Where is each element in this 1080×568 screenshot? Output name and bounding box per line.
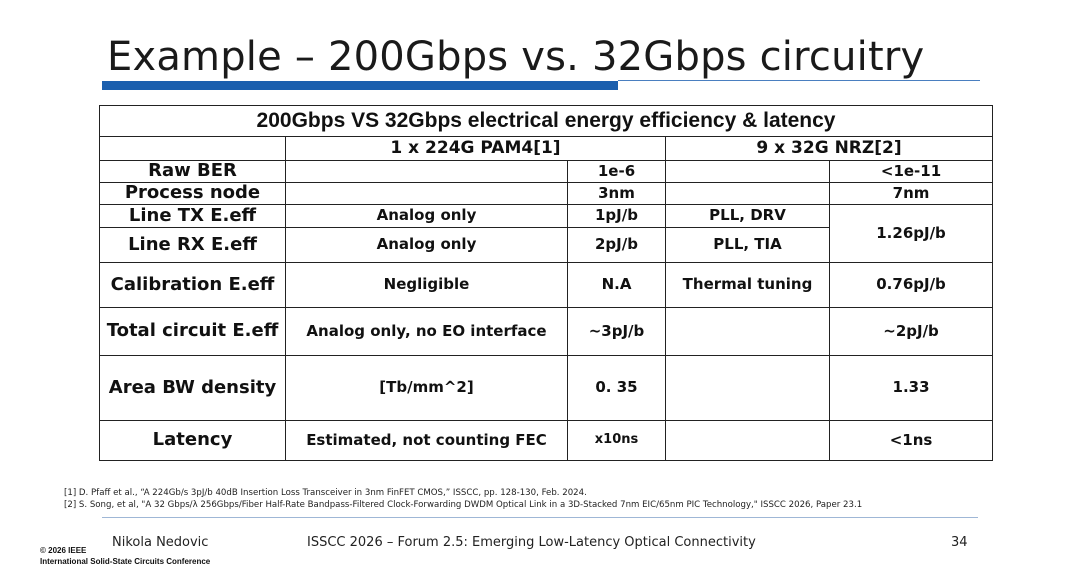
row-label-line-rx: Line RX E.eff [99, 227, 286, 263]
cell-b-desc [665, 355, 830, 421]
reference-2: [2] S. Song, et al, "A 32 Gbps/λ 256Gbps… [64, 500, 863, 510]
copyright-line: © 2026 IEEE [40, 546, 87, 555]
cell-b-value: ~2pJ/b [828, 307, 994, 356]
table-row: Area BW density [Tb/mm^2] 0. 35 1.33 [99, 355, 994, 421]
footer-divider [102, 517, 978, 518]
table-title-row: 200Gbps VS 32Gbps electrical energy effi… [98, 105, 994, 137]
cell-b-value: 7nm [828, 182, 994, 205]
cell-a-value: ~3pJ/b [567, 307, 666, 356]
copyright-block: © 2026 IEEE International Solid-State Ci… [40, 545, 210, 567]
row-label-line-tx: Line TX E.eff [99, 204, 286, 228]
row-label-latency: Latency [99, 420, 286, 461]
title-accent-bar [102, 81, 618, 90]
footer-author: Nikola Nedovic [112, 535, 209, 550]
cell-b-desc [665, 182, 830, 205]
row-label-area-bw-density: Area BW density [99, 355, 286, 421]
cell-b-value: 0.76pJ/b [828, 262, 994, 308]
comparison-table: 200Gbps VS 32Gbps electrical energy effi… [98, 105, 994, 461]
row-label-process-node: Process node [99, 182, 286, 205]
header-col-224g: 1 x 224G PAM4[1] [285, 136, 666, 161]
table-title: 200Gbps VS 32Gbps electrical energy effi… [98, 105, 994, 137]
cell-a-value: x10ns [567, 420, 666, 461]
table-row: Line RX E.eff Analog only 2pJ/b PLL, TIA [99, 227, 993, 263]
conference-name: International Solid-State Circuits Confe… [40, 557, 211, 566]
cell-a-desc: Analog only [285, 204, 568, 228]
row-label-calibration: Calibration E.eff [99, 262, 286, 308]
footer-conference: ISSCC 2026 – Forum 2.5: Emerging Low-Lat… [307, 535, 756, 550]
table-row: Calibration E.eff Negligible N.A Thermal… [99, 262, 994, 308]
cell-b-desc: PLL, DRV [665, 204, 830, 228]
cell-b-desc: Thermal tuning [665, 262, 830, 308]
cell-a-desc [285, 182, 568, 205]
cell-b-value: <1e-11 [828, 160, 994, 183]
header-col-32g: 9 x 32G NRZ[2] [664, 136, 994, 161]
cell-a-value: N.A [567, 262, 666, 308]
row-label-total-circuit: Total circuit E.eff [99, 307, 286, 356]
cell-a-value: 2pJ/b [567, 227, 666, 263]
cell-b-desc [665, 160, 830, 183]
cell-b-desc [665, 307, 830, 356]
cell-a-desc: [Tb/mm^2] [285, 355, 568, 421]
cell-a-desc: Estimated, not counting FEC [285, 420, 568, 461]
references: [1] D. Pfaff et al., “A 224Gb/s 3pJ/b 40… [64, 487, 1064, 511]
table-row: Process node 3nm 7nm [99, 182, 994, 205]
cell-a-value: 3nm [567, 182, 666, 205]
cell-b-value-line-combined: 1.26pJ/b [828, 204, 994, 263]
cell-a-desc [285, 160, 568, 183]
cell-a-value: 0. 35 [567, 355, 666, 421]
cell-a-value: 1e-6 [567, 160, 666, 183]
header-empty-cell [99, 136, 286, 161]
cell-b-desc [665, 420, 830, 461]
cell-b-value: 1.33 [828, 355, 994, 421]
cell-a-desc: Analog only, no EO interface [285, 307, 568, 356]
cell-a-desc: Analog only [285, 227, 568, 263]
table-row: Total circuit E.eff Analog only, no EO i… [99, 307, 994, 356]
row-label-raw-ber: Raw BER [99, 160, 286, 183]
table-row: Line TX E.eff Analog only 1pJ/b PLL, DRV… [99, 204, 994, 263]
table-row: Latency Estimated, not counting FEC x10n… [99, 420, 994, 461]
cell-b-value: <1ns [828, 420, 994, 461]
slide-title: Example – 200Gbps vs. 32Gbps circuitry [107, 34, 925, 80]
cell-a-value: 1pJ/b [567, 204, 666, 228]
table-row: Raw BER 1e-6 <1e-11 [99, 160, 994, 183]
page-number: 34 [951, 535, 968, 550]
table-header-row: 1 x 224G PAM4[1] 9 x 32G NRZ[2] [99, 136, 994, 161]
title-underline [618, 80, 980, 81]
cell-a-desc: Negligible [285, 262, 568, 308]
reference-1: [1] D. Pfaff et al., “A 224Gb/s 3pJ/b 40… [64, 488, 587, 498]
cell-b-desc: PLL, TIA [665, 227, 830, 263]
